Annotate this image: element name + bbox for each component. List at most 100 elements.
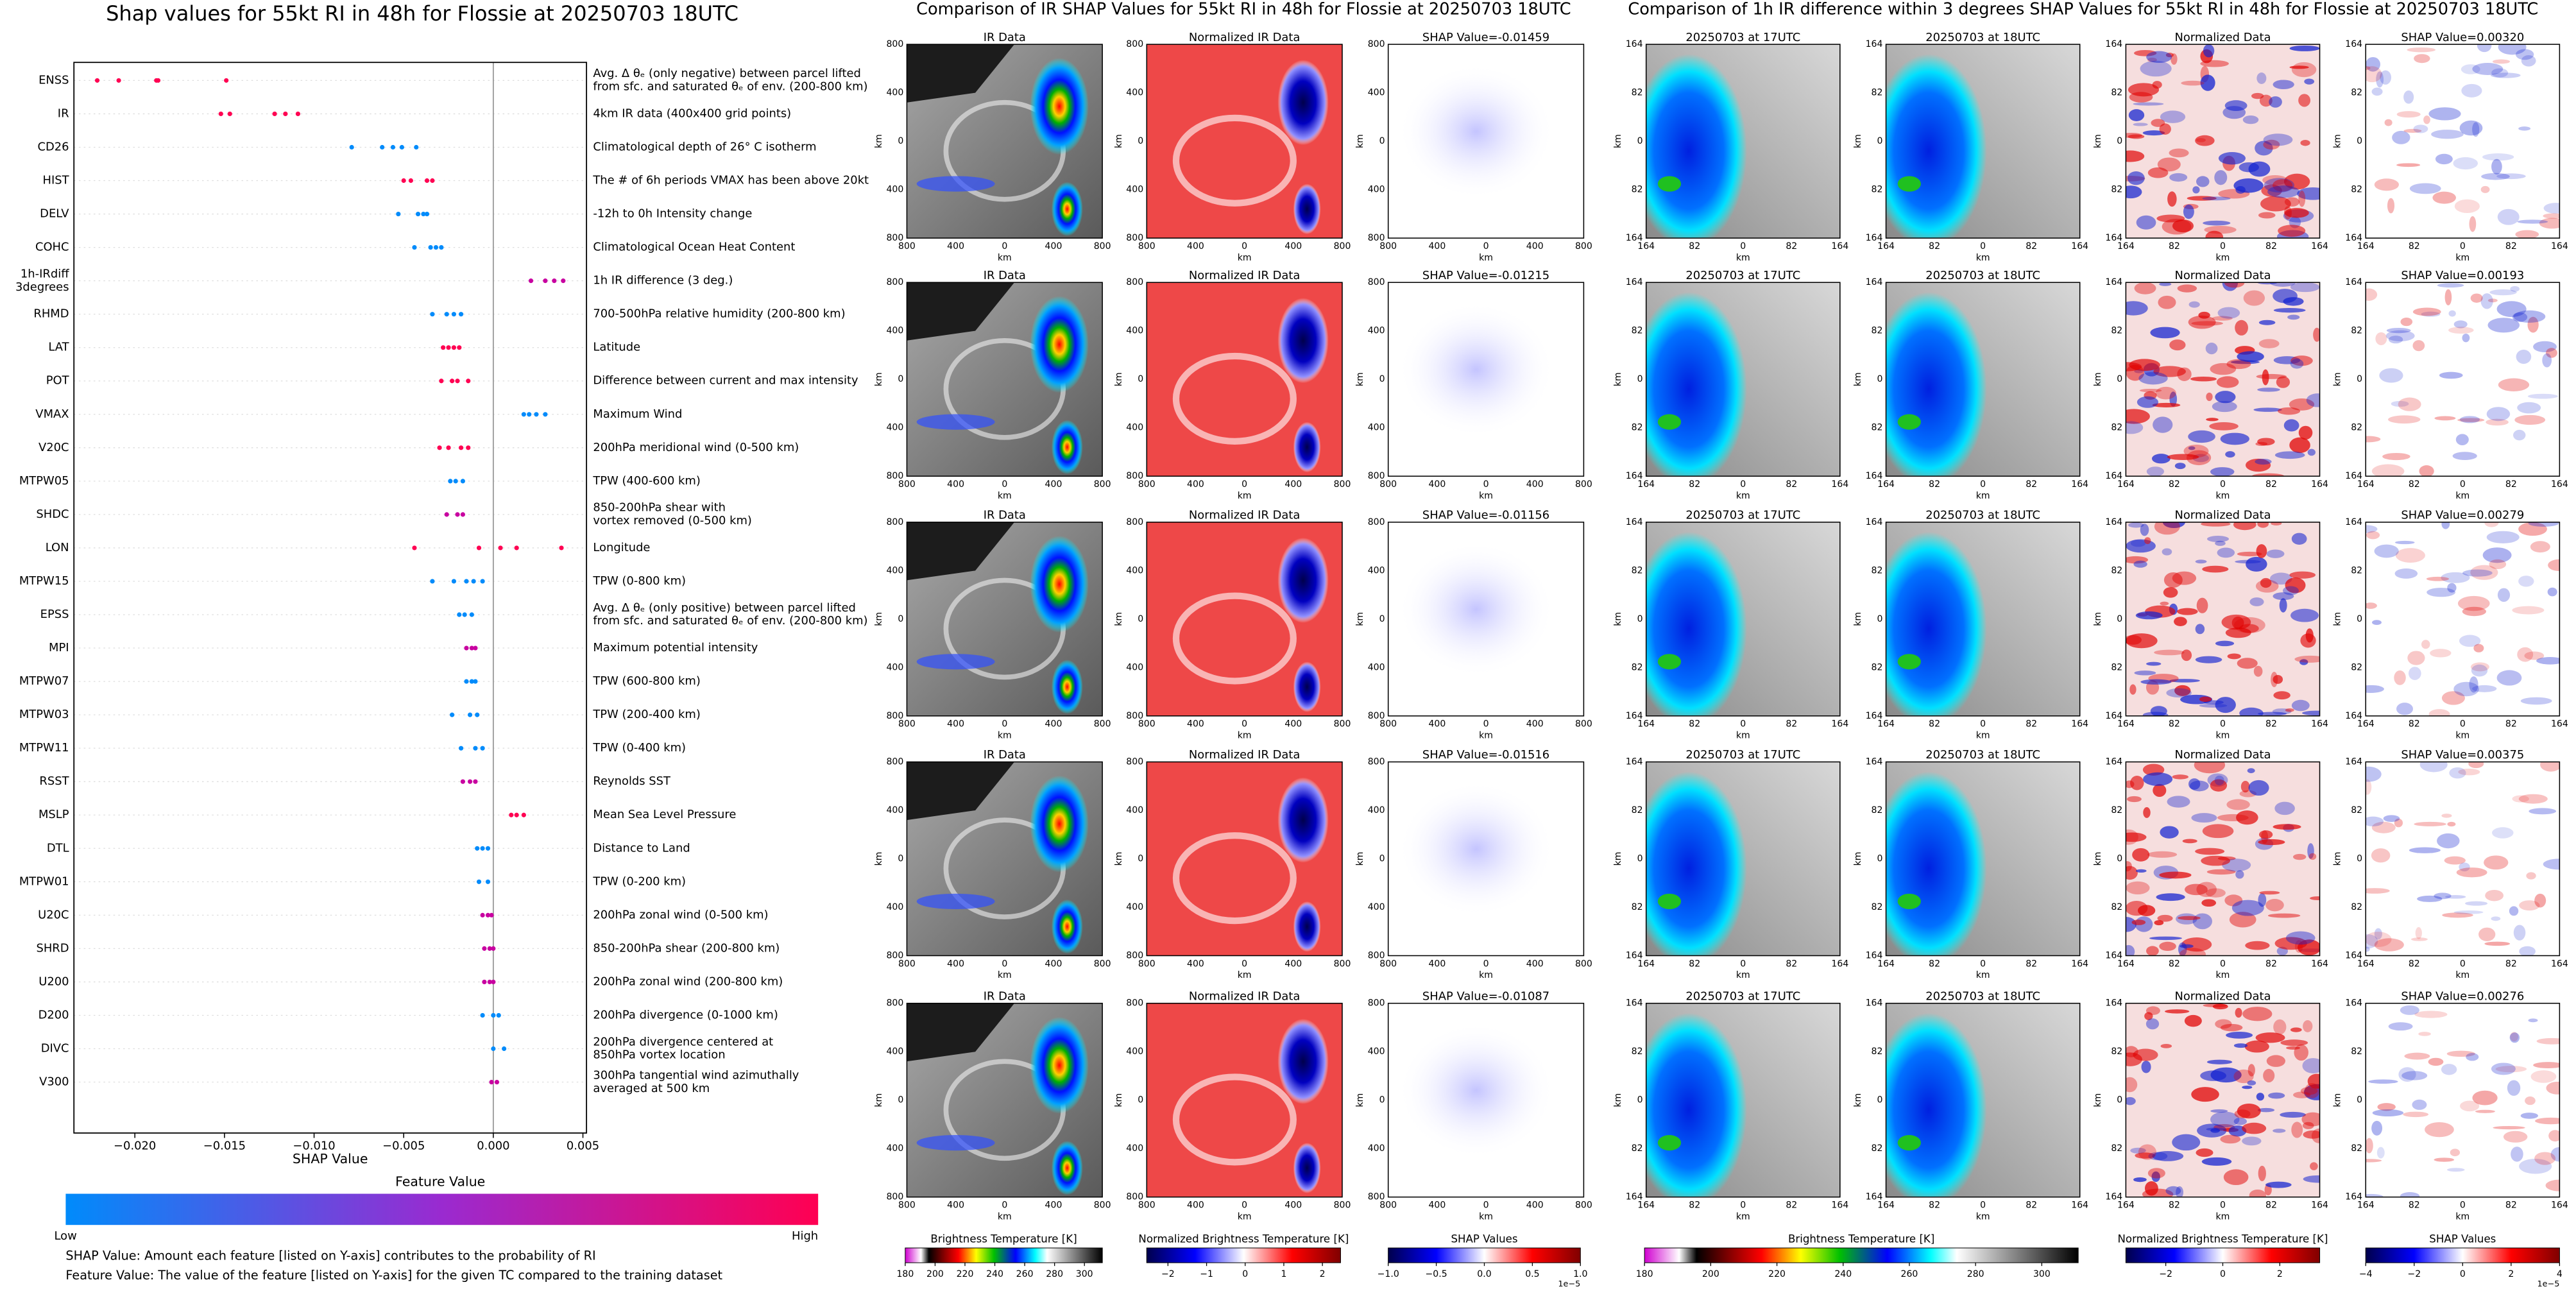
panel-image (1388, 44, 1584, 239)
image-speck (2265, 899, 2284, 912)
feature-description: 1h IR difference (3 deg.) (593, 274, 733, 287)
panel-image (1886, 1003, 2080, 1197)
image-speck (2192, 913, 2212, 930)
image-speck (2290, 608, 2319, 622)
image-speck (2497, 209, 2520, 225)
panel-image (2366, 282, 2560, 477)
feature-description: Distance to Land (593, 841, 690, 855)
x-tick-label: 82 (2265, 959, 2277, 969)
panel-title: Normalized IR Data (1189, 989, 1300, 1003)
y-tick-label: 82 (1872, 185, 1883, 195)
x-tick-label: 0 (1980, 1200, 1986, 1210)
image-speck (2149, 936, 2182, 941)
y-tick-label: 800 (1126, 1192, 1143, 1202)
feature-description: 200hPa zonal wind (200-800 km) (593, 975, 783, 988)
x-tick-label: 164 (1831, 1200, 1848, 1210)
y-tick-label: 800 (1126, 517, 1143, 527)
image-speck (2303, 1130, 2320, 1139)
image-speck (2256, 373, 2287, 379)
colorbar-label: Normalized Brightness Temperature [K] (2117, 1233, 2328, 1245)
image-speck (2301, 1112, 2320, 1127)
image-speck (2447, 821, 2456, 827)
image-speck (2435, 153, 2453, 165)
image-cloud (1277, 60, 1329, 146)
x-axis-label: km (1479, 970, 1493, 980)
image-speck (2310, 1162, 2318, 1170)
panel-title: SHAP Value=0.00276 (2401, 989, 2524, 1003)
y-tick-label: 164 (2345, 277, 2362, 287)
image-speck (2509, 1032, 2520, 1043)
x-tick-label: 82 (2265, 479, 2277, 490)
image-speck (2141, 1061, 2151, 1073)
image-speck (2133, 102, 2164, 106)
image-speck (2134, 282, 2156, 295)
image-cloud (1293, 184, 1321, 235)
image-speck (2142, 1188, 2174, 1197)
image-speck (2372, 1109, 2404, 1116)
image-speck (2374, 178, 2400, 191)
image-speck (2127, 171, 2145, 185)
feature-description: TPW (400-600 km) (592, 474, 700, 488)
image-speck (2487, 318, 2520, 333)
panel-title: Normalized IR Data (1189, 31, 1300, 44)
y-tick-label: 0 (1637, 374, 1643, 384)
image-speck (2307, 1073, 2320, 1089)
x-tick-label: 82 (2505, 959, 2517, 969)
panel-frame (2365, 1002, 2561, 1198)
y-tick-label: 400 (1368, 88, 1385, 98)
image-speck (2191, 321, 2223, 326)
x-tick-label: 800 (1094, 959, 1111, 969)
y-axis-label: km (1853, 852, 1863, 866)
y-axis-label: km (874, 372, 884, 386)
x-tick-label: 164 (2071, 1200, 2088, 1210)
panel-frame (1645, 761, 1841, 957)
y-tick-label: 400 (1368, 1143, 1385, 1154)
y-tick-label: 0 (1637, 136, 1643, 146)
panel-image (1646, 522, 1840, 716)
image-speck (2379, 368, 2403, 383)
y-tick-label: 82 (2111, 805, 2122, 815)
panel-title: SHAP Value=-0.01087 (1422, 989, 1549, 1003)
panel-frame (1645, 282, 1841, 477)
shap-point (218, 111, 223, 117)
x-tick-label: 0 (1002, 479, 1007, 490)
feature-description: Difference between current and max inten… (593, 374, 858, 388)
y-tick-label: 0 (2357, 853, 2362, 864)
image-speck (2533, 1062, 2560, 1069)
image-speck (2183, 204, 2194, 219)
image-cloud (1030, 1016, 1089, 1114)
colorbar-tick-label: 200 (1702, 1269, 1719, 1279)
image-speck (2462, 606, 2487, 617)
image-speck (2143, 807, 2151, 818)
panel-frame (2125, 1002, 2321, 1198)
image-speck (2237, 551, 2262, 557)
shap-point (460, 779, 465, 784)
shap-point (450, 712, 455, 717)
feature-name: POT (46, 374, 69, 388)
x-tick-label: 82 (2026, 719, 2037, 730)
image-speck (2491, 1063, 2516, 1075)
image-speck (2307, 843, 2314, 859)
colorbar-tick-label: 240 (986, 1269, 1003, 1279)
image-speck (2248, 1064, 2255, 1077)
shap-point (496, 1012, 501, 1018)
y-tick-label: 82 (2111, 185, 2122, 195)
image-speck (2181, 937, 2212, 952)
image-speck (2174, 685, 2191, 696)
x-tick-label: 0 (1241, 241, 1247, 252)
shap-point (514, 545, 519, 551)
feature-description: Latitude (593, 341, 640, 354)
image-speck (2202, 196, 2231, 201)
image-speck (2366, 766, 2382, 782)
image-speck (2195, 848, 2225, 855)
image-speck (2515, 230, 2539, 239)
x-tick-label: 164 (2551, 719, 2568, 730)
image-blob (1397, 542, 1555, 678)
image-speck (2156, 214, 2185, 223)
y-tick-label: 800 (1126, 756, 1143, 767)
x-tick-label: 400 (1526, 1200, 1544, 1210)
image-speck (2376, 71, 2384, 88)
shap-point (462, 612, 467, 617)
image-speck (2126, 796, 2142, 803)
x-axis-label: km (2216, 970, 2230, 980)
